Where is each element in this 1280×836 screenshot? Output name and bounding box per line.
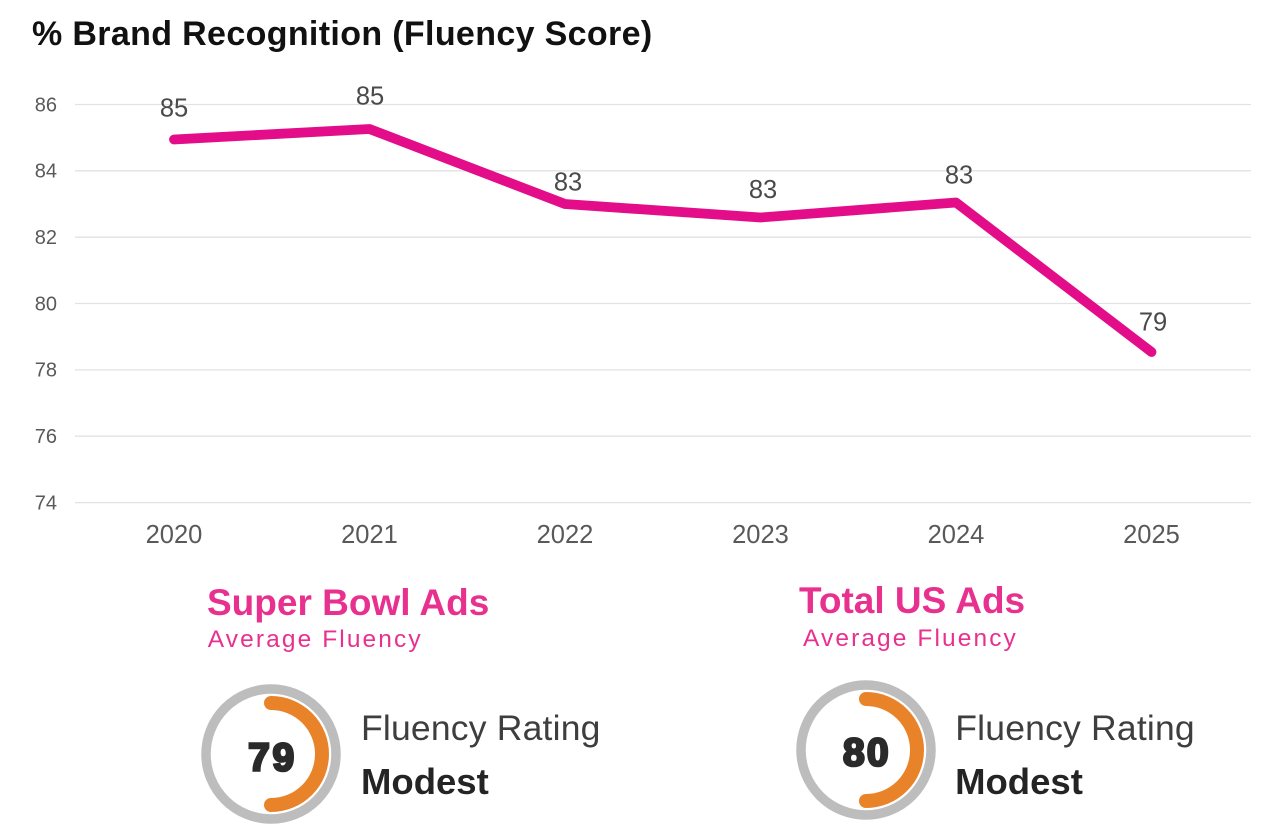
svg-text:85: 85 bbox=[160, 95, 188, 123]
svg-text:2025: 2025 bbox=[1123, 521, 1180, 549]
svg-text:2024: 2024 bbox=[928, 521, 985, 549]
svg-text:83: 83 bbox=[749, 176, 777, 204]
svg-text:83: 83 bbox=[945, 162, 973, 190]
svg-text:76: 76 bbox=[35, 426, 57, 448]
svg-text:82: 82 bbox=[35, 227, 57, 249]
svg-text:83: 83 bbox=[554, 168, 582, 196]
svg-text:84: 84 bbox=[35, 161, 57, 183]
svg-text:2022: 2022 bbox=[537, 521, 594, 549]
svg-text:79: 79 bbox=[1139, 309, 1167, 337]
svg-text:8: 8 bbox=[843, 731, 865, 774]
svg-text:78: 78 bbox=[35, 360, 57, 382]
svg-text:86: 86 bbox=[35, 94, 57, 116]
svg-text:9: 9 bbox=[273, 736, 295, 779]
svg-text:74: 74 bbox=[35, 492, 57, 514]
svg-text:0: 0 bbox=[867, 731, 889, 774]
svg-text:2021: 2021 bbox=[341, 521, 398, 549]
svg-text:2023: 2023 bbox=[732, 521, 789, 549]
svg-text:85: 85 bbox=[356, 82, 384, 110]
svg-text:7: 7 bbox=[248, 736, 270, 779]
svg-text:80: 80 bbox=[35, 293, 57, 315]
svg-text:2020: 2020 bbox=[146, 521, 203, 549]
